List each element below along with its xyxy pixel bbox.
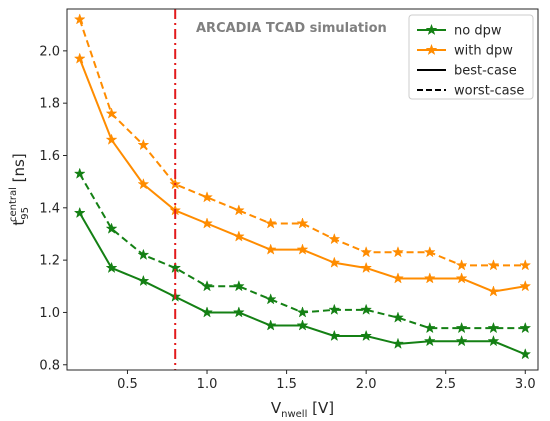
- data-point: [201, 191, 213, 203]
- legend-label: best-case: [454, 64, 517, 79]
- data-point: [423, 321, 436, 334]
- x-tick-label: 3.0: [515, 377, 536, 392]
- legend-star-marker: [425, 23, 438, 36]
- x-tick-label: 1.0: [197, 377, 218, 392]
- data-point: [264, 293, 277, 305]
- data-point: [423, 272, 436, 284]
- data-point: [73, 13, 86, 25]
- series-no-dpw-best-case: [73, 206, 532, 360]
- legend-entry-with-dpw: with dpw: [417, 44, 513, 59]
- plot-frame: [66, 8, 539, 371]
- data-point: [455, 259, 468, 271]
- data-point: [487, 259, 500, 271]
- data-point: [392, 337, 404, 349]
- data-point: [201, 280, 213, 292]
- y-tick-label: 1.0: [39, 306, 60, 321]
- data-point: [296, 319, 309, 331]
- data-point: [360, 246, 373, 258]
- data-point: [328, 303, 341, 315]
- data-point: [296, 306, 309, 318]
- data-point: [423, 246, 436, 258]
- x-tick-label: 0.5: [117, 377, 138, 392]
- data-point: [487, 334, 500, 347]
- data-point: [137, 274, 150, 287]
- data-point: [360, 303, 373, 315]
- data-point: [455, 321, 468, 334]
- data-point: [360, 329, 373, 342]
- legend-label: no dpw: [454, 24, 502, 39]
- legend-entry-worst-case: worst-case: [417, 84, 524, 99]
- data-point: [232, 280, 245, 292]
- data-point: [392, 272, 404, 284]
- data-point: [232, 306, 245, 318]
- y-tick-label: 1.4: [39, 201, 60, 216]
- y-tick-label: 2.0: [39, 44, 60, 59]
- data-point: [519, 259, 532, 271]
- data-point: [519, 348, 532, 360]
- legend-star-marker: [425, 43, 438, 56]
- data-point: [137, 138, 150, 151]
- data-point: [519, 280, 532, 292]
- data-point: [201, 217, 213, 229]
- legend-entry-best-case: best-case: [417, 64, 517, 79]
- data-point: [328, 256, 341, 268]
- data-point: [455, 334, 468, 347]
- data-point: [264, 243, 277, 255]
- y-tick-label: 1.2: [39, 254, 60, 269]
- series-layer: [73, 13, 532, 360]
- series-with-dpw-worst-case: [73, 13, 532, 271]
- x-tick-label: 2.0: [356, 377, 377, 392]
- x-axis: 0.5 1.0 1.5 2.0 2.5 3.0: [117, 370, 536, 392]
- data-point: [264, 319, 277, 331]
- data-point: [487, 285, 500, 297]
- y-axis: 0.8 1.0 1.2 1.4 1.6 1.8 2.0: [39, 44, 67, 373]
- y-tick-label: 1.6: [39, 149, 60, 164]
- legend-label: with dpw: [454, 44, 513, 59]
- data-point: [392, 246, 404, 258]
- data-point: [487, 321, 500, 334]
- data-point: [264, 217, 277, 229]
- series-line-with-dpw-worst-case: [78, 19, 526, 267]
- data-point: [232, 230, 245, 242]
- legend-entry-no-dpw: no dpw: [417, 24, 502, 39]
- x-axis-label: Vnwell [V]: [271, 399, 334, 420]
- data-point: [137, 178, 150, 190]
- x-tick-label: 2.5: [435, 377, 456, 392]
- legend-label: worst-case: [454, 84, 524, 99]
- data-point: [73, 167, 86, 179]
- data-point: [73, 206, 86, 219]
- data-point: [105, 133, 118, 145]
- y-axis-label: t95central [ns]: [8, 153, 31, 225]
- legend-box: [408, 14, 534, 100]
- data-point: [519, 321, 532, 334]
- data-point: [105, 107, 118, 119]
- legend-entries: no dpw with dpw best-case worst-case: [417, 24, 524, 99]
- x-tick-label: 1.5: [276, 377, 297, 392]
- data-point: [105, 261, 118, 274]
- data-point: [455, 272, 468, 284]
- legend: no dpw with dpw best-case worst-case: [408, 14, 534, 100]
- data-point: [105, 222, 118, 234]
- series-no-dpw-worst-case: [73, 167, 532, 334]
- data-point: [137, 248, 150, 260]
- data-point: [328, 329, 341, 342]
- data-point: [423, 334, 436, 347]
- data-point: [296, 217, 309, 229]
- data-point: [392, 311, 404, 323]
- data-point: [201, 306, 213, 318]
- y-tick-label: 1.8: [39, 97, 60, 112]
- data-point: [232, 204, 245, 216]
- chart-annotation: ARCADIA TCAD simulation: [196, 21, 387, 36]
- data-point: [328, 232, 341, 245]
- data-point: [73, 52, 86, 64]
- data-point: [360, 261, 373, 274]
- y-tick-label: 0.8: [39, 358, 60, 373]
- data-point: [296, 243, 309, 255]
